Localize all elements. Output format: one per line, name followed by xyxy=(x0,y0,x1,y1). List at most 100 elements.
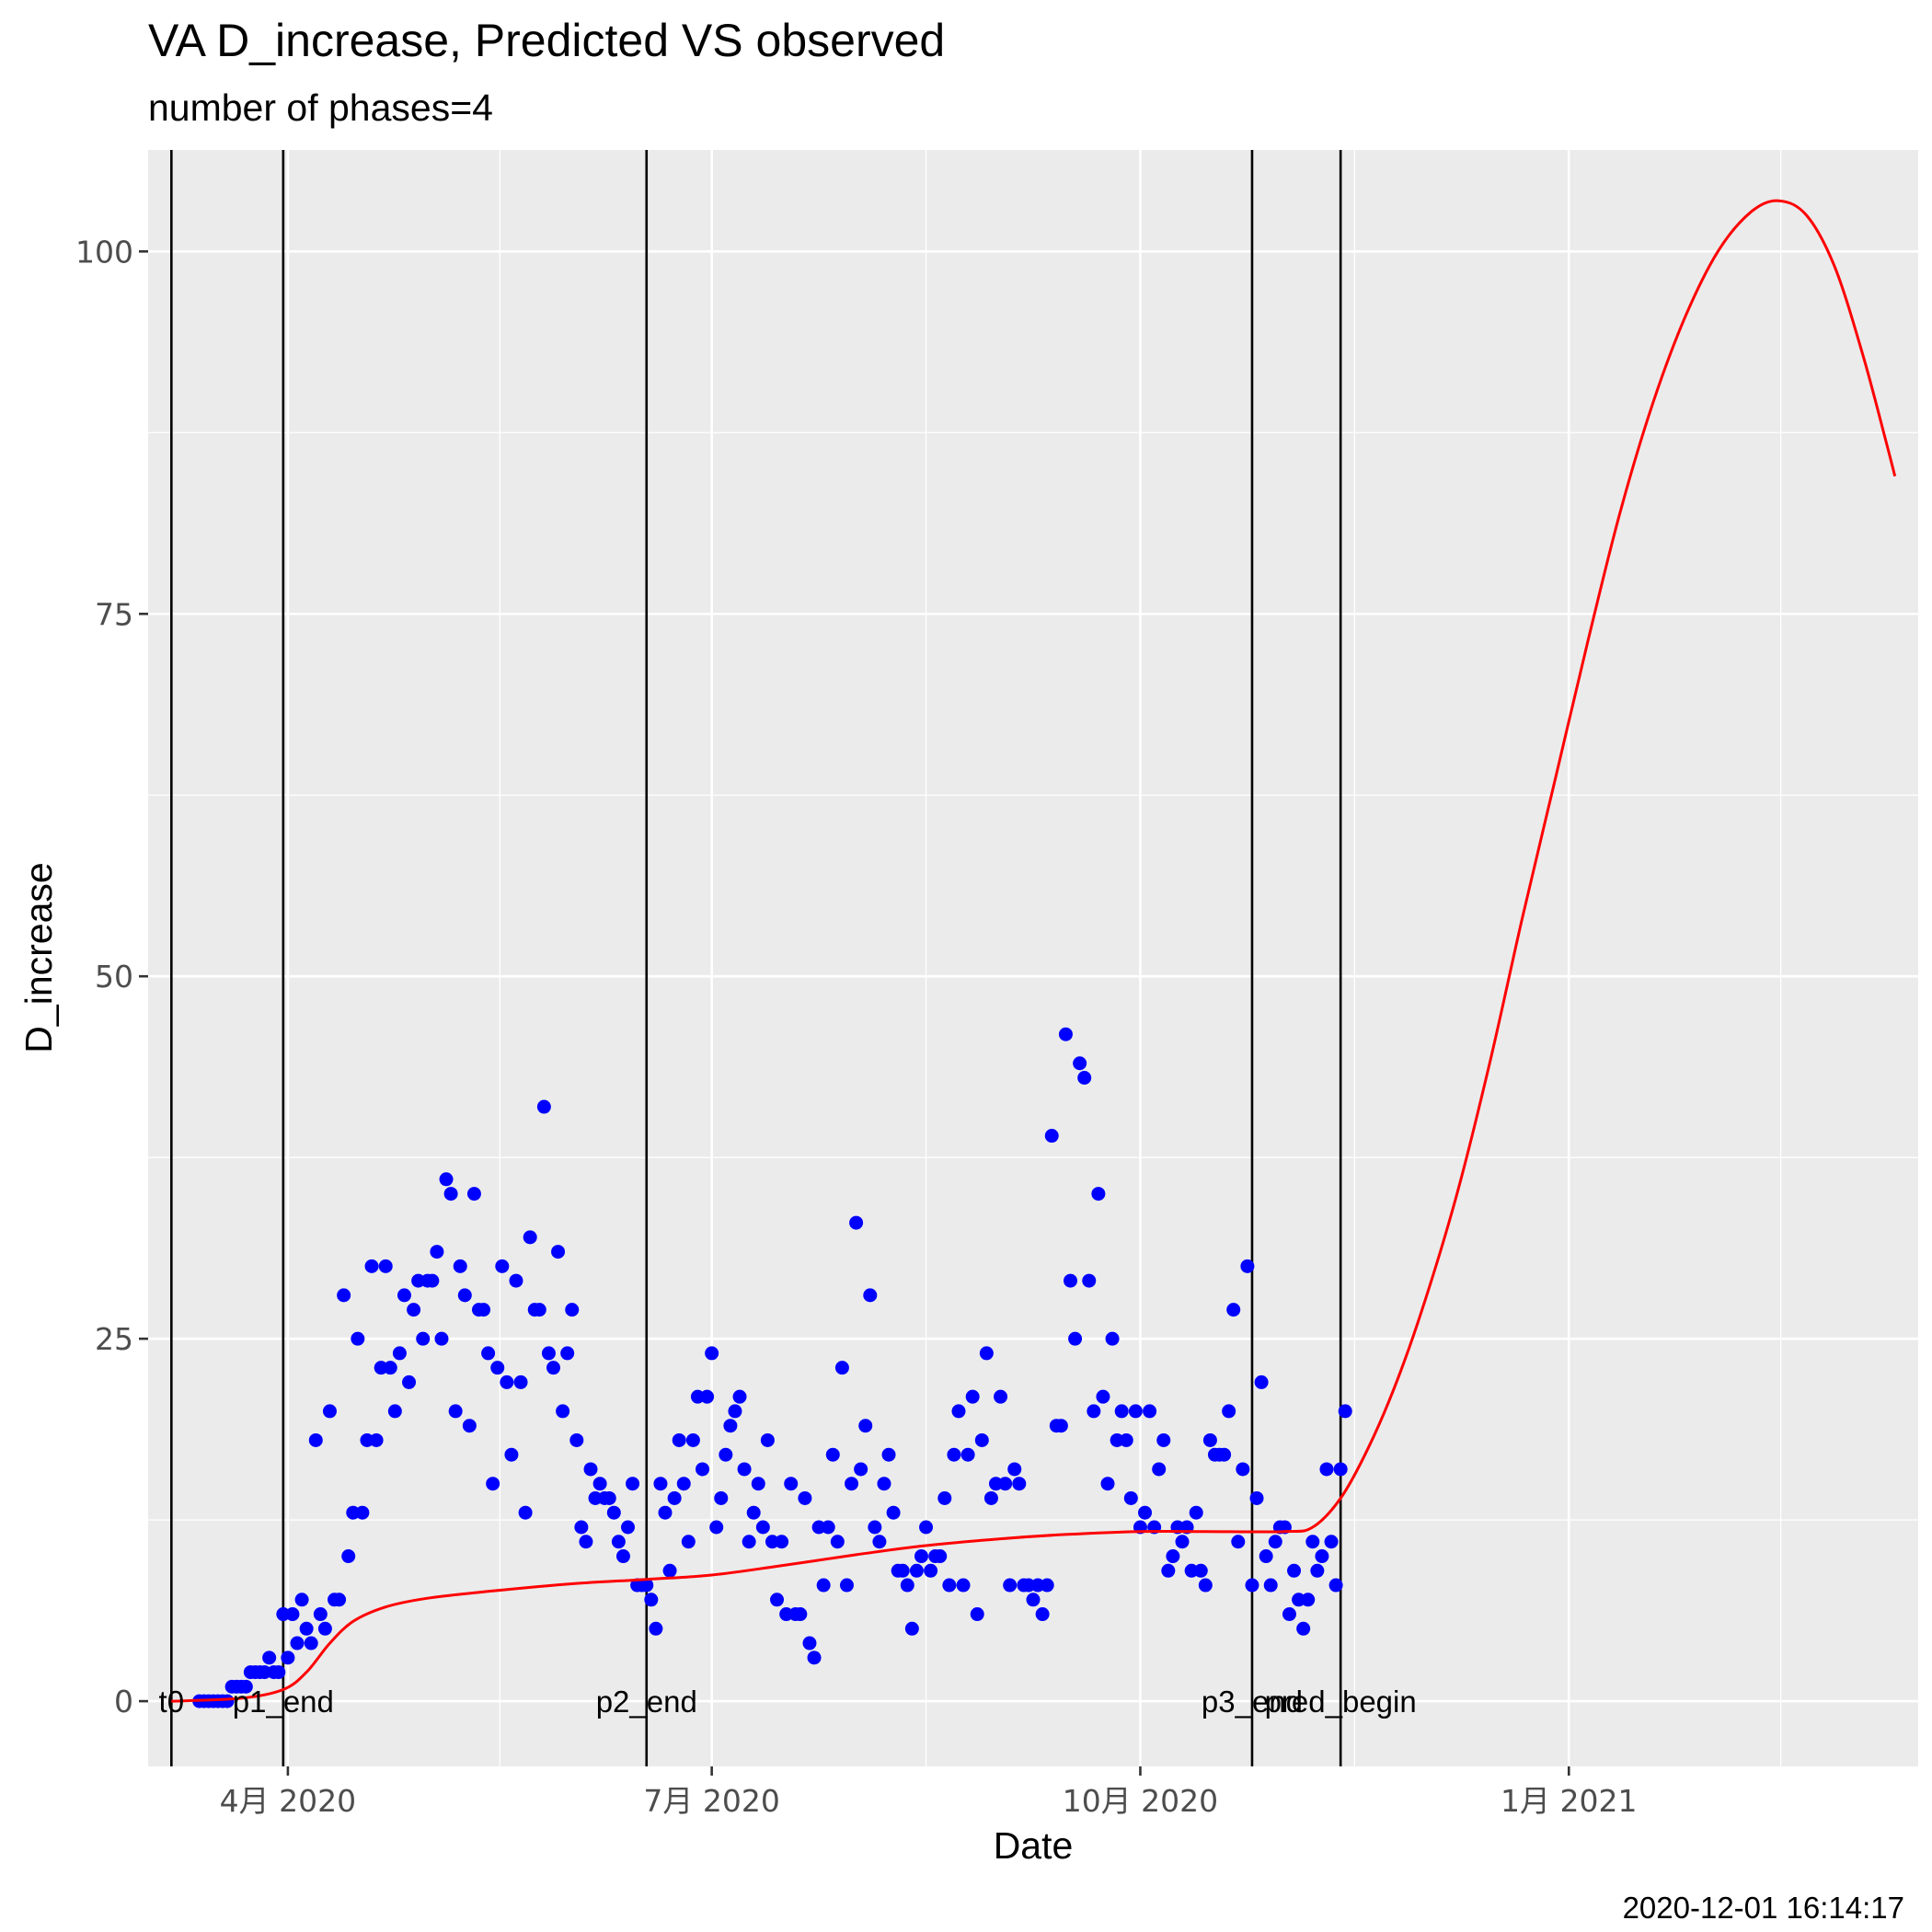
observed-point xyxy=(443,1187,458,1202)
observed-point xyxy=(1087,1404,1101,1419)
observed-point xyxy=(1249,1490,1264,1505)
phase-label: p1_end xyxy=(233,1685,334,1719)
observed-point xyxy=(615,1549,630,1564)
observed-point xyxy=(495,1259,510,1273)
observed-point xyxy=(868,1520,882,1535)
observed-point xyxy=(1082,1273,1097,1288)
observed-point xyxy=(407,1303,421,1317)
observed-point xyxy=(430,1245,444,1259)
observed-point xyxy=(775,1535,789,1549)
observed-point xyxy=(983,1490,998,1505)
observed-point xyxy=(1003,1578,1018,1593)
observed-point xyxy=(364,1259,379,1273)
observed-point xyxy=(854,1462,868,1477)
observed-point xyxy=(592,1477,607,1491)
observed-point xyxy=(1128,1404,1143,1419)
observed-point xyxy=(1026,1593,1041,1607)
x-tick-label: 1月 2021 xyxy=(1501,1783,1637,1819)
observed-point xyxy=(541,1346,556,1361)
observed-point xyxy=(1305,1535,1320,1549)
observed-point xyxy=(560,1346,575,1361)
observed-point xyxy=(877,1477,891,1491)
observed-point xyxy=(728,1404,742,1419)
observed-point xyxy=(1040,1578,1054,1593)
observed-point xyxy=(667,1490,682,1505)
observed-point xyxy=(998,1477,1013,1491)
chart-subtitle: number of phases=4 xyxy=(148,86,493,129)
observed-point xyxy=(1268,1535,1282,1549)
observed-point xyxy=(653,1477,668,1491)
observed-point xyxy=(839,1578,854,1593)
observed-point xyxy=(1123,1490,1138,1505)
observed-point xyxy=(304,1636,318,1650)
observed-point xyxy=(672,1432,686,1447)
observed-point xyxy=(504,1447,519,1462)
observed-point xyxy=(569,1432,584,1447)
observed-point xyxy=(1064,1273,1078,1288)
observed-point xyxy=(1189,1505,1203,1520)
chart-title: VA D_increase, Predicted VS observed xyxy=(148,15,945,66)
observed-point xyxy=(513,1374,528,1389)
observed-point xyxy=(845,1477,859,1491)
observed-point xyxy=(1310,1563,1325,1578)
y-tick-label: 100 xyxy=(75,234,133,270)
observed-point xyxy=(742,1535,756,1549)
phase-label: p3_end xyxy=(1202,1685,1303,1719)
observed-point xyxy=(453,1259,467,1273)
y-tick-label: 0 xyxy=(114,1684,133,1719)
observed-point xyxy=(397,1288,411,1303)
observed-point xyxy=(523,1230,537,1245)
observed-point xyxy=(369,1432,384,1447)
observed-point xyxy=(1338,1404,1352,1419)
observed-point xyxy=(951,1404,966,1419)
observed-point xyxy=(383,1361,397,1375)
observed-point xyxy=(1231,1535,1246,1549)
observed-point xyxy=(626,1477,640,1491)
observed-point xyxy=(574,1520,589,1535)
observed-point xyxy=(658,1505,673,1520)
observed-point xyxy=(1324,1535,1339,1549)
observed-point xyxy=(760,1432,775,1447)
observed-point xyxy=(387,1404,402,1419)
observed-point xyxy=(1245,1578,1259,1593)
observed-point xyxy=(1012,1477,1027,1491)
observed-point xyxy=(481,1346,496,1361)
observed-point xyxy=(1114,1404,1129,1419)
observed-point xyxy=(825,1447,840,1462)
observed-point xyxy=(798,1490,812,1505)
observed-point xyxy=(793,1607,808,1622)
observed-point xyxy=(960,1447,975,1462)
observed-point xyxy=(462,1419,477,1433)
observed-point xyxy=(970,1607,984,1622)
observed-point xyxy=(886,1505,901,1520)
observed-point xyxy=(723,1419,738,1433)
observed-point xyxy=(1119,1432,1133,1447)
observed-point xyxy=(1217,1447,1232,1462)
observed-point xyxy=(709,1520,724,1535)
observed-point xyxy=(486,1477,500,1491)
observed-point xyxy=(337,1288,351,1303)
observed-point xyxy=(466,1187,481,1202)
observed-point xyxy=(784,1477,799,1491)
timestamp-caption: 2020-12-01 16:14:17 xyxy=(1623,1891,1904,1925)
observed-point xyxy=(751,1477,765,1491)
predicted-line xyxy=(171,199,1897,1703)
observed-point xyxy=(1296,1621,1311,1636)
plot-panel xyxy=(148,150,1918,1766)
observed-point xyxy=(271,1665,286,1680)
observed-point xyxy=(448,1404,463,1419)
observed-point xyxy=(1193,1563,1208,1578)
observed-point xyxy=(1236,1462,1250,1477)
observed-point xyxy=(696,1462,710,1477)
observed-point xyxy=(1240,1259,1255,1273)
observed-points xyxy=(192,1027,1352,1708)
observed-point xyxy=(965,1389,980,1404)
observed-point xyxy=(1096,1389,1110,1404)
observed-point xyxy=(355,1505,370,1520)
observed-point xyxy=(378,1259,393,1273)
observed-point xyxy=(313,1607,328,1622)
observed-point xyxy=(834,1361,849,1375)
observed-point xyxy=(509,1273,523,1288)
